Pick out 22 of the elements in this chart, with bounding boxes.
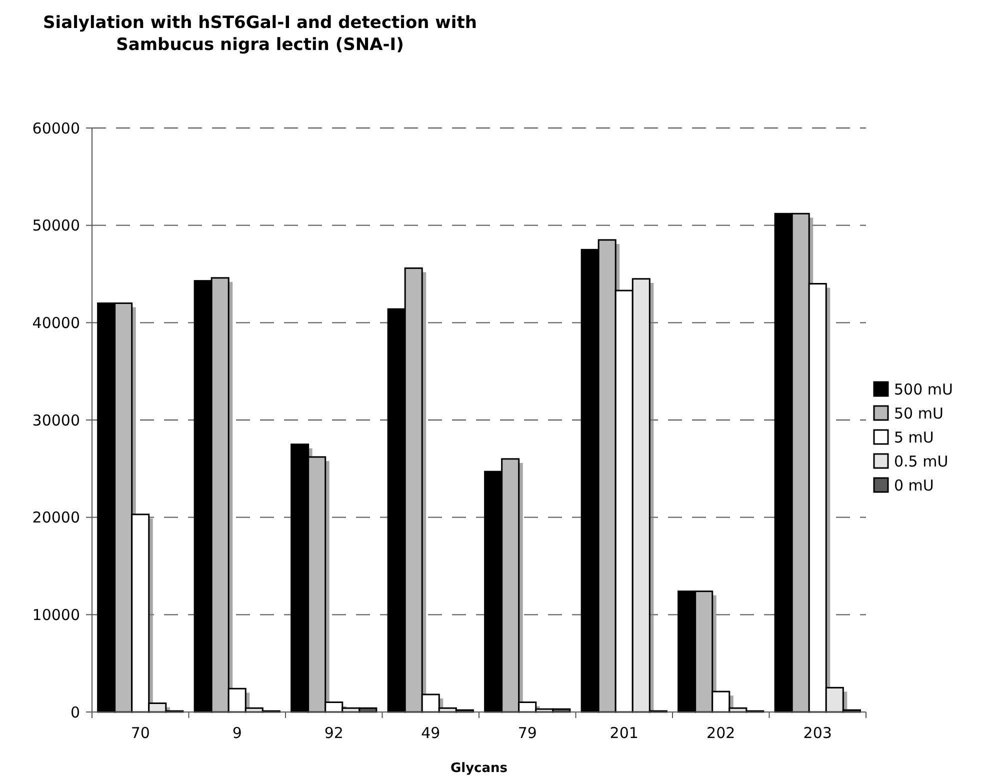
y-tick-label: 20000 bbox=[32, 508, 80, 527]
x-tick-label: 202 bbox=[706, 724, 736, 742]
x-tick-label: 79 bbox=[518, 724, 537, 742]
legend-label: 0.5 mU bbox=[894, 452, 948, 470]
y-tick-label: 60000 bbox=[32, 119, 80, 138]
y-tick-label: 0 bbox=[70, 703, 80, 722]
legend-label: 5 mU bbox=[894, 428, 934, 446]
legend-label: 0 mU bbox=[894, 476, 934, 494]
legend-label: 500 mU bbox=[894, 380, 953, 398]
y-tick-label: 50000 bbox=[32, 216, 80, 235]
x-tick-label: 49 bbox=[421, 724, 440, 742]
x-axis-title: Glycans bbox=[450, 761, 508, 776]
y-tick-label: 10000 bbox=[32, 606, 80, 624]
x-tick-label: 203 bbox=[803, 724, 832, 742]
x-tick-label: 70 bbox=[130, 724, 150, 742]
x-tick-label: 9 bbox=[232, 724, 242, 742]
x-tick-label: 92 bbox=[324, 724, 344, 742]
y-tick-label: 40000 bbox=[32, 314, 80, 332]
y-tick-label: 30000 bbox=[32, 411, 80, 430]
legend-label: 50 mU bbox=[894, 404, 944, 422]
chart-title: Sialylation with hST6Gal-I and detection with Sambucus nigra lectin (SNA-I) bbox=[43, 13, 477, 55]
x-tick-label: 201 bbox=[610, 724, 638, 742]
